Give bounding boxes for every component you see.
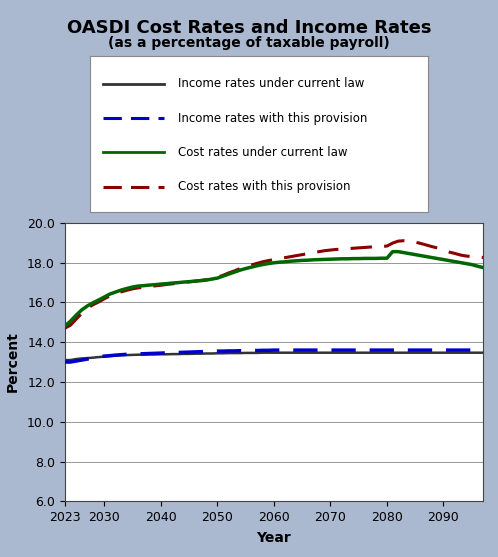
X-axis label: Year: Year xyxy=(256,531,291,545)
Text: (as a percentage of taxable payroll): (as a percentage of taxable payroll) xyxy=(108,36,390,50)
Text: Cost rates with this provision: Cost rates with this provision xyxy=(178,180,350,193)
Y-axis label: Percent: Percent xyxy=(6,331,20,393)
Text: Income rates with this provision: Income rates with this provision xyxy=(178,111,367,125)
Text: Income rates under current law: Income rates under current law xyxy=(178,77,364,90)
Text: Cost rates under current law: Cost rates under current law xyxy=(178,146,347,159)
Text: OASDI Cost Rates and Income Rates: OASDI Cost Rates and Income Rates xyxy=(67,19,431,37)
